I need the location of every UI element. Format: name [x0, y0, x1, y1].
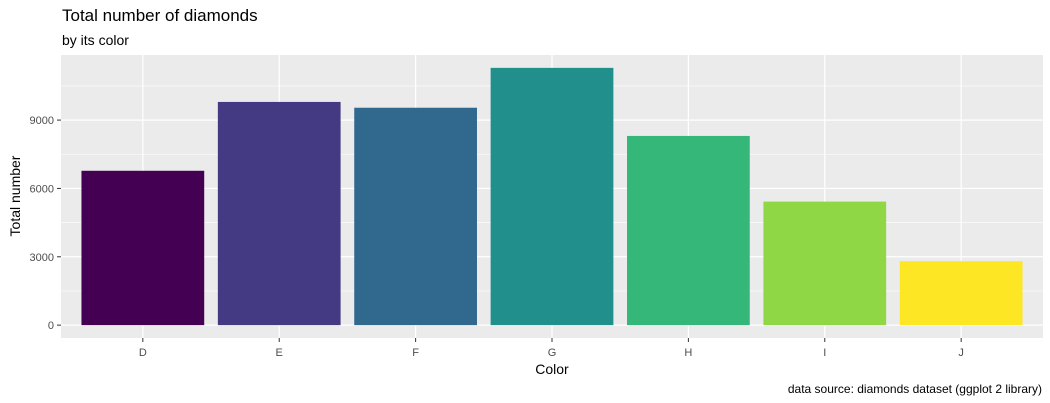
x-tick-label: F — [412, 347, 419, 359]
y-tick-label: 9000 — [30, 115, 54, 127]
bar-G — [490, 67, 614, 326]
y-axis-ticks: 0 3000 6000 9000 — [30, 115, 61, 332]
bar-J — [899, 261, 1023, 326]
data-source-caption: data source: diamonds dataset (ggplot 2 … — [787, 382, 1042, 396]
x-tick-label: H — [684, 347, 692, 359]
x-tick-label: D — [139, 347, 147, 359]
bar-E — [217, 101, 341, 326]
x-tick-label: E — [276, 347, 283, 359]
x-tick-label: I — [823, 347, 826, 359]
bar-D — [81, 170, 205, 326]
chart-title: Total number of diamonds — [62, 6, 258, 25]
y-tick-label: 0 — [48, 320, 54, 332]
x-tick-label: G — [548, 347, 557, 359]
chart-subtitle: by its color — [62, 32, 129, 48]
x-axis-title: Color — [535, 361, 569, 377]
bar-F — [354, 107, 477, 326]
y-tick-label: 6000 — [30, 183, 54, 195]
bar-I — [763, 201, 887, 326]
bars — [81, 67, 1023, 326]
x-tick-label: J — [958, 347, 964, 359]
bar-H — [627, 135, 750, 326]
x-axis-ticks: D E F G H I J — [139, 338, 964, 359]
y-axis-title: Total number — [7, 155, 23, 236]
y-tick-label: 3000 — [30, 252, 54, 264]
